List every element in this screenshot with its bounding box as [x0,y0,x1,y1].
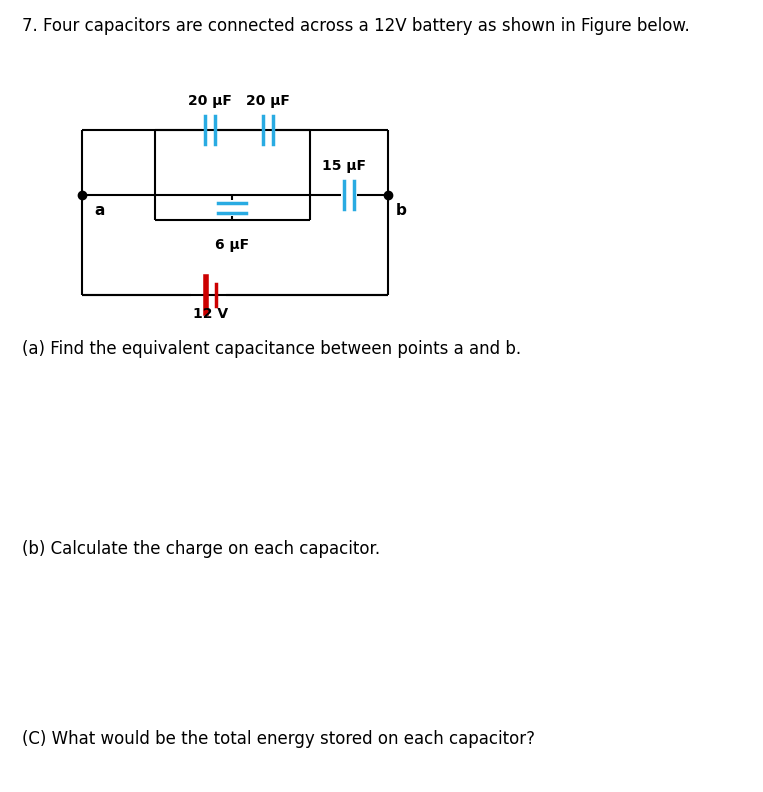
Text: b: b [396,203,407,218]
Text: 20 μF: 20 μF [188,94,232,108]
Text: (C) What would be the total energy stored on each capacitor?: (C) What would be the total energy store… [22,730,535,748]
Text: 15 μF: 15 μF [322,159,366,173]
Text: (b) Calculate the charge on each capacitor.: (b) Calculate the charge on each capacit… [22,540,380,558]
Text: 12 V: 12 V [194,307,229,321]
Text: 20 μF: 20 μF [246,94,290,108]
Text: (a) Find the equivalent capacitance between points a and b.: (a) Find the equivalent capacitance betw… [22,340,521,358]
Text: 7. Four capacitors are connected across a 12V battery as shown in Figure below.: 7. Four capacitors are connected across … [22,17,690,35]
Text: a: a [94,203,105,218]
Text: 6 μF: 6 μF [215,238,249,252]
